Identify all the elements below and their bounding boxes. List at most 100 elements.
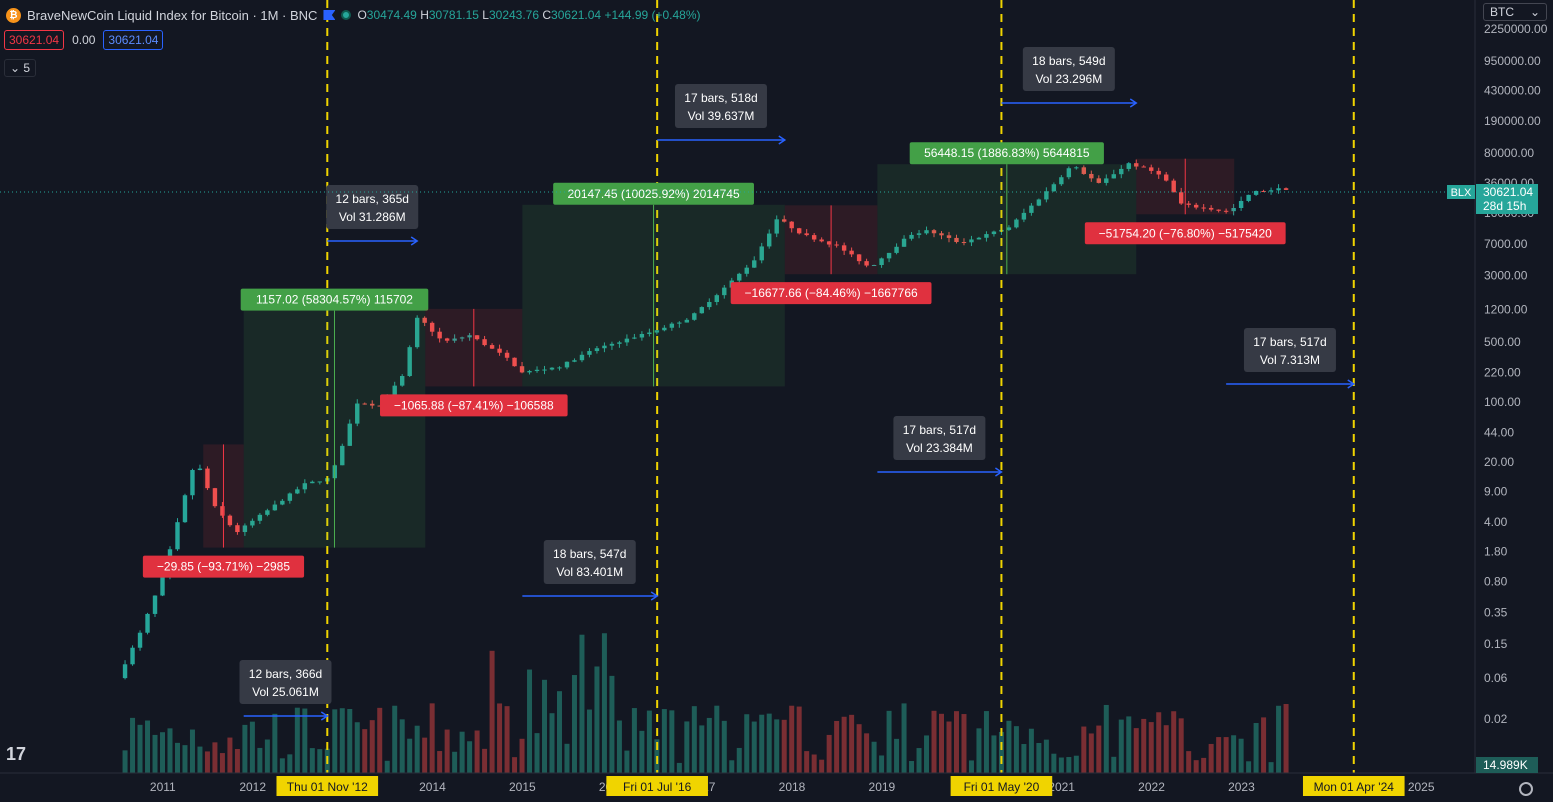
volume-bar [1156, 712, 1162, 773]
volume-bar [1096, 725, 1102, 773]
candle-body [572, 360, 577, 362]
volume-bar [212, 742, 218, 773]
volume-bar [1261, 717, 1267, 773]
candle-body [662, 327, 667, 331]
candle-body [886, 252, 892, 259]
volume-bar [362, 729, 368, 773]
volume-bar [527, 669, 533, 773]
halving-date-label: Fri 01 Jul '16 [623, 780, 692, 794]
y-tick-label: 430000.00 [1484, 84, 1541, 98]
candle-body [399, 375, 405, 386]
candle-body [1208, 207, 1214, 210]
candle-body [1238, 200, 1244, 208]
volume-bar [826, 734, 832, 773]
tradingview-logo-icon[interactable]: 17 [6, 744, 27, 764]
x-tick-label: 2014 [419, 780, 446, 794]
volume-bar [894, 738, 900, 773]
measure-label: −1065.88 (−87.41%) −106588 [394, 398, 554, 412]
volume-bar [961, 714, 967, 773]
sell-price-button[interactable]: 30621.04 [4, 30, 65, 50]
currency-select[interactable]: BTC ⌄ [1483, 3, 1547, 21]
volume-bar [976, 728, 982, 773]
gear-icon[interactable] [1519, 782, 1533, 796]
volume-bar [729, 760, 735, 773]
y-tick-label: 220.00 [1484, 366, 1521, 380]
volume-bar [991, 735, 997, 773]
candle-body [677, 322, 682, 324]
volume-bar [302, 708, 308, 773]
volume-bar [661, 709, 667, 773]
candle-body [767, 233, 772, 247]
volume-bar [219, 753, 225, 773]
volume-bar [691, 706, 697, 773]
volume-bar [834, 720, 840, 773]
candle-body [1051, 184, 1057, 192]
volume-bar [369, 720, 375, 773]
y-tick-label: 4.00 [1484, 515, 1508, 529]
candle-body [617, 342, 622, 344]
volume-bar [452, 751, 458, 773]
range-label-box [1243, 328, 1336, 372]
volume-bar [1111, 756, 1117, 773]
candle-body [602, 345, 607, 349]
candle-body [130, 647, 135, 665]
ohlc-readout: O30474.49 H30781.15 L30243.76 C30621.04 … [357, 8, 701, 22]
volume-bar [1133, 728, 1139, 773]
price-axis[interactable] [1475, 0, 1553, 802]
measure-label-box [730, 282, 932, 305]
volume-bar [1028, 728, 1034, 773]
volume-bar [145, 720, 151, 773]
volume-bar [939, 713, 945, 773]
volume-bar [819, 759, 825, 773]
volume-bar [1193, 760, 1199, 773]
volume-bar [669, 710, 675, 773]
candle-body [841, 245, 847, 251]
candle-body [916, 233, 922, 235]
y-tick-label: 9.00 [1484, 485, 1508, 499]
volume-bar [1036, 742, 1042, 773]
y-tick-label: 0.02 [1484, 712, 1508, 726]
candle-body [1223, 210, 1229, 212]
volume-bar [924, 735, 930, 773]
measure-label-box [380, 394, 568, 417]
volume-bar [534, 733, 540, 773]
candle-body [744, 267, 749, 274]
range-arrowhead [1347, 379, 1356, 389]
candle-body [564, 361, 570, 368]
candle-body [894, 246, 899, 253]
spread-value: 0.00 [72, 33, 96, 47]
candle-body [879, 258, 884, 266]
y-tick-label: 20.00 [1484, 455, 1514, 469]
candle-body [1029, 205, 1034, 213]
volume-bar [377, 707, 383, 773]
candle-body [946, 235, 952, 238]
candle-body [1283, 188, 1289, 190]
candle-body [1261, 190, 1266, 192]
candle-body [1268, 190, 1274, 192]
measure-label-box [909, 142, 1104, 165]
volume-bar [249, 721, 255, 773]
y-tick-label: 0.35 [1484, 605, 1508, 619]
volume-bar [1268, 762, 1274, 773]
candle-body [489, 345, 495, 349]
candle-body [1066, 168, 1072, 178]
candle-body [452, 338, 457, 341]
flag-icon[interactable] [323, 10, 336, 20]
market-status-icon [341, 10, 352, 20]
candle-body [1074, 167, 1079, 169]
buy-price-button[interactable]: 30621.04 [103, 30, 164, 50]
range-arrowhead [410, 236, 419, 246]
volume-bar [586, 709, 592, 773]
chart-title[interactable]: BraveNewCoin Liquid Index for Bitcoin · … [27, 7, 318, 23]
range-layer: 12 bars, 366d Vol 25.061M 12 bars, 365d Vol… [239, 47, 1356, 721]
volume-bar [1066, 757, 1072, 773]
candle-body [497, 348, 502, 353]
candle-body [976, 237, 982, 240]
y-tick-label: 1.80 [1484, 545, 1508, 559]
volume-bar [332, 709, 338, 773]
candle-body [362, 403, 367, 405]
close-value: 30621.04 [551, 8, 602, 22]
indicators-toggle[interactable]: ⌄ 5 [4, 59, 37, 77]
volume-bar [444, 729, 450, 773]
